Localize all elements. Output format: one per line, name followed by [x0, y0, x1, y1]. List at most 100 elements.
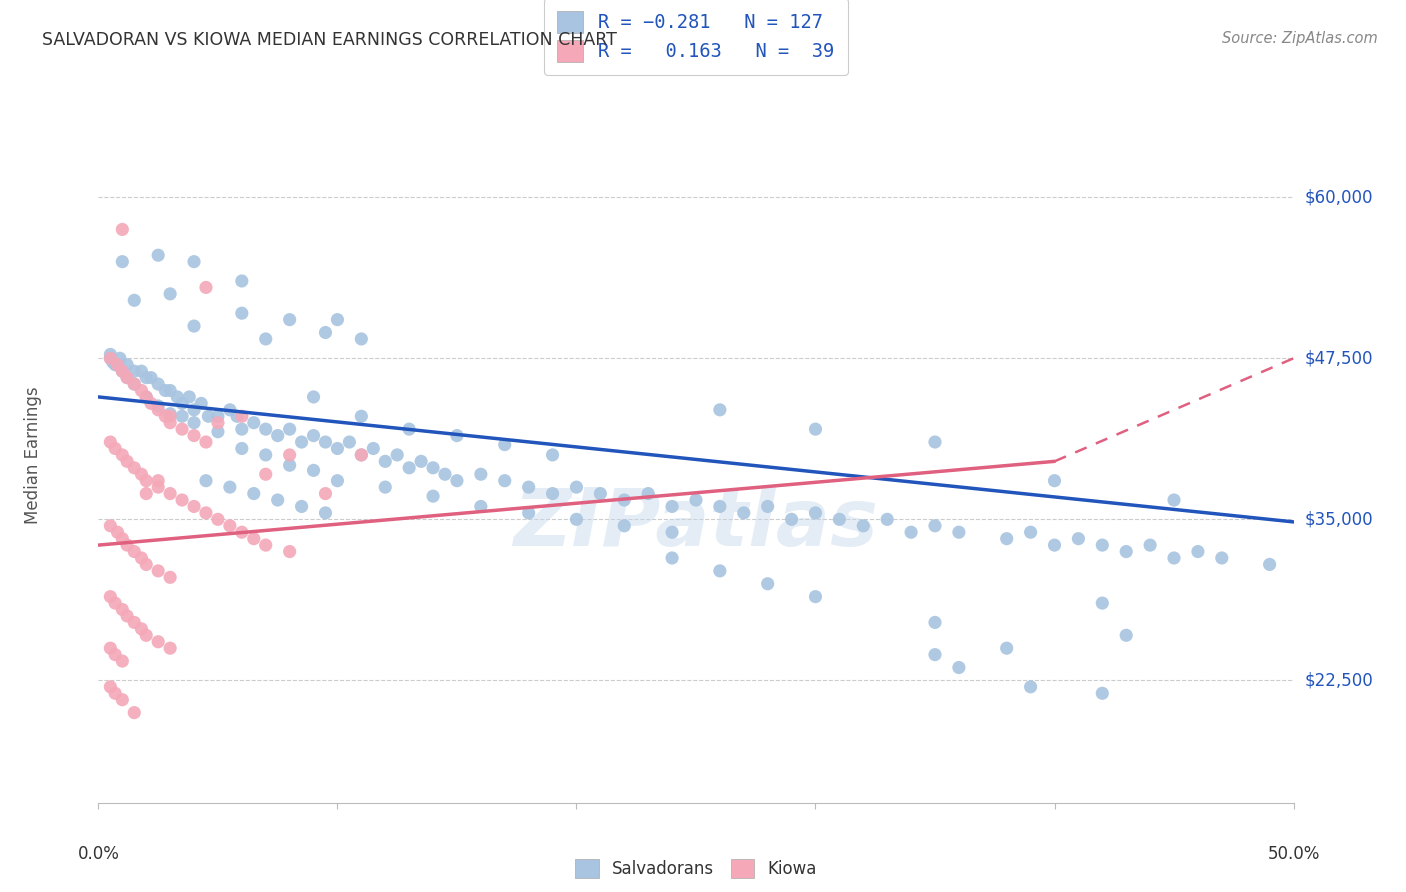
- Text: 50.0%: 50.0%: [1267, 845, 1320, 863]
- Point: [733, 506, 755, 520]
- Text: 0.0%: 0.0%: [77, 845, 120, 863]
- Point: [254, 422, 277, 436]
- Point: [924, 648, 946, 662]
- Point: [104, 596, 127, 610]
- Point: [350, 448, 373, 462]
- Point: [194, 280, 217, 294]
- Point: [98, 435, 122, 450]
- Point: [780, 512, 803, 526]
- Point: [337, 435, 360, 450]
- Point: [1139, 538, 1161, 552]
- Point: [924, 435, 946, 450]
- Point: [661, 525, 683, 540]
- Point: [709, 564, 731, 578]
- Point: [172, 422, 194, 436]
- Point: [685, 493, 707, 508]
- Point: [948, 660, 970, 674]
- Point: [637, 486, 659, 500]
- Point: [194, 506, 217, 520]
- Point: [517, 506, 540, 520]
- Point: [148, 399, 170, 413]
- Point: [98, 590, 122, 604]
- Point: [804, 590, 827, 604]
- Point: [207, 425, 229, 439]
- Point: [148, 564, 170, 578]
- Point: [107, 358, 129, 372]
- Point: [115, 538, 138, 552]
- Point: [131, 467, 153, 482]
- Point: [159, 409, 181, 424]
- Point: [111, 692, 134, 706]
- Point: [219, 480, 242, 494]
- Point: [135, 390, 157, 404]
- Point: [326, 312, 349, 326]
- Point: [148, 248, 170, 262]
- Text: Median Earnings: Median Earnings: [24, 386, 42, 524]
- Point: [104, 358, 127, 372]
- Point: [422, 489, 444, 503]
- Text: SALVADORAN VS KIOWA MEDIAN EARNINGS CORRELATION CHART: SALVADORAN VS KIOWA MEDIAN EARNINGS CORR…: [42, 31, 617, 49]
- Point: [135, 370, 157, 384]
- Point: [900, 525, 922, 540]
- Point: [148, 634, 170, 648]
- Point: [565, 512, 588, 526]
- Point: [124, 364, 146, 378]
- Point: [876, 512, 898, 526]
- Point: [115, 454, 138, 468]
- Point: [207, 416, 229, 430]
- Point: [1163, 493, 1185, 508]
- Point: [852, 518, 875, 533]
- Point: [159, 570, 181, 584]
- Point: [104, 442, 127, 456]
- Point: [131, 364, 153, 378]
- Point: [159, 416, 181, 430]
- Point: [350, 332, 373, 346]
- Point: [111, 654, 134, 668]
- Point: [470, 467, 492, 482]
- Point: [254, 538, 277, 552]
- Point: [98, 351, 122, 366]
- Point: [101, 355, 124, 369]
- Point: [148, 402, 170, 417]
- Point: [1067, 532, 1090, 546]
- Point: [107, 358, 129, 372]
- Point: [194, 474, 217, 488]
- Point: [613, 518, 636, 533]
- Point: [231, 274, 253, 288]
- Point: [159, 486, 181, 500]
- Point: [494, 437, 516, 451]
- Point: [326, 474, 349, 488]
- Point: [517, 480, 540, 494]
- Point: [470, 500, 492, 514]
- Point: [756, 500, 779, 514]
- Point: [115, 609, 138, 624]
- Point: [111, 448, 134, 462]
- Point: [107, 525, 129, 540]
- Point: [111, 532, 134, 546]
- Point: [315, 506, 337, 520]
- Point: [315, 486, 337, 500]
- Point: [98, 680, 122, 694]
- Point: [135, 474, 157, 488]
- Point: [159, 384, 181, 398]
- Point: [124, 293, 146, 308]
- Point: [115, 358, 138, 372]
- Point: [111, 364, 134, 378]
- Point: [207, 409, 229, 424]
- Point: [350, 409, 373, 424]
- Point: [828, 512, 851, 526]
- Point: [98, 347, 122, 361]
- Point: [98, 351, 122, 366]
- Point: [267, 428, 290, 442]
- Text: $47,500: $47,500: [1305, 350, 1374, 368]
- Point: [1019, 680, 1042, 694]
- Point: [104, 686, 127, 700]
- Point: [254, 332, 277, 346]
- Point: [159, 286, 181, 301]
- Point: [756, 576, 779, 591]
- Point: [302, 428, 325, 442]
- Point: [135, 486, 157, 500]
- Point: [111, 222, 134, 236]
- Point: [172, 493, 194, 508]
- Text: Source: ZipAtlas.com: Source: ZipAtlas.com: [1222, 31, 1378, 46]
